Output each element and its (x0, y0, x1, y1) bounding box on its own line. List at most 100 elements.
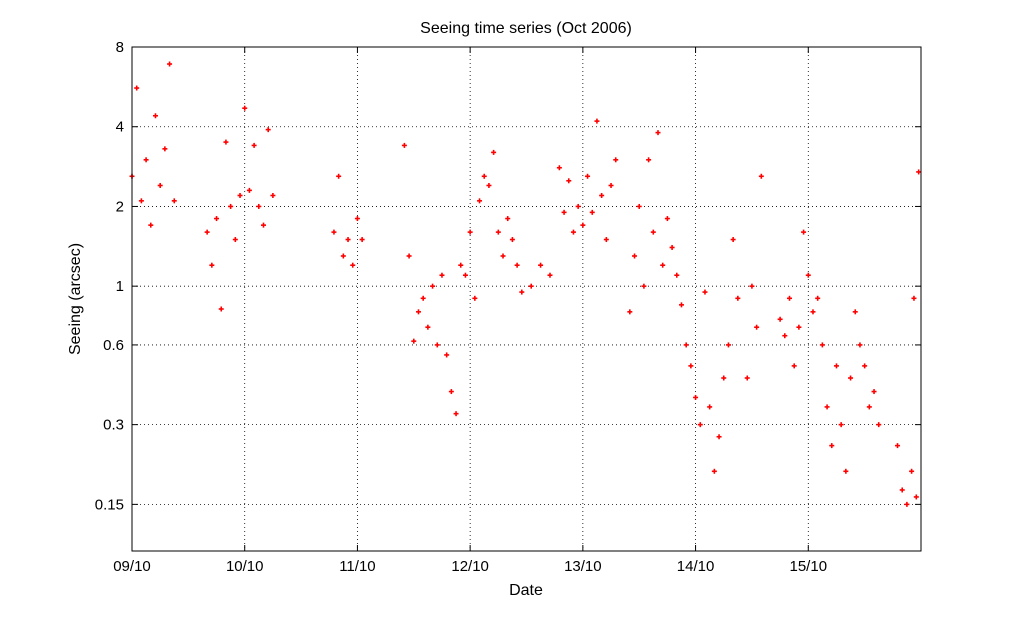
x-tick-label: 14/10 (677, 558, 715, 575)
data-point (214, 216, 220, 222)
data-point (683, 342, 689, 348)
data-point (152, 113, 158, 119)
data-point (242, 105, 248, 111)
data-point (862, 363, 868, 369)
y-tick-labels: 0.15 0.3 0.6 1 2 4 8 (95, 39, 124, 513)
y-axis-title: Seeing (arcsec) (67, 243, 84, 355)
y-tick-label: 1 (116, 278, 124, 295)
data-point (336, 173, 342, 179)
data-point (467, 229, 473, 235)
data-point (509, 237, 515, 243)
data-point (674, 272, 680, 278)
data-point (472, 295, 478, 301)
data-point (904, 501, 910, 507)
data-point (655, 130, 661, 136)
data-point (777, 316, 783, 322)
data-point (425, 324, 431, 330)
data-point (547, 272, 553, 278)
data-point (866, 404, 872, 410)
plot-frame (131, 46, 922, 552)
data-point (232, 237, 238, 243)
y-tick-label: 8 (116, 39, 124, 56)
data-point (218, 306, 224, 312)
data-point (730, 237, 736, 243)
data-point (481, 173, 487, 179)
data-point (439, 272, 445, 278)
data-point (345, 237, 351, 243)
data-point (678, 302, 684, 308)
data-point (876, 422, 882, 428)
data-point (744, 375, 750, 381)
data-point (505, 216, 511, 222)
data-point (157, 182, 163, 188)
data-point (171, 198, 177, 204)
data-point (359, 237, 365, 243)
data-point (805, 272, 811, 278)
data-point (608, 182, 614, 188)
data-point (167, 61, 173, 67)
data-point (716, 434, 722, 440)
data-point (228, 203, 234, 209)
data-point (735, 295, 741, 301)
data-point (782, 333, 788, 339)
data-point (448, 389, 454, 395)
data-point (758, 173, 764, 179)
data-point (641, 283, 647, 289)
data-point (819, 342, 825, 348)
data-point (909, 468, 915, 474)
data-point (843, 468, 849, 474)
data-point (148, 222, 154, 228)
data-point (632, 253, 638, 259)
data-point (660, 262, 666, 268)
data-point (265, 127, 271, 133)
data-point (711, 468, 717, 474)
data-point (848, 375, 854, 381)
data-point (575, 203, 581, 209)
data-point (270, 192, 276, 198)
data-point (838, 422, 844, 428)
data-point (406, 253, 412, 259)
gridlines (132, 47, 921, 551)
data-point (899, 487, 905, 493)
data-point (331, 229, 337, 235)
data-point (801, 229, 807, 235)
data-points (129, 61, 922, 507)
data-point (514, 262, 520, 268)
y-tick-label: 0.6 (103, 337, 124, 354)
data-point (453, 411, 459, 417)
data-point (415, 309, 421, 315)
data-point (354, 216, 360, 222)
axis-ticks (131, 46, 921, 551)
data-point (646, 157, 652, 163)
data-point (401, 142, 407, 148)
data-point (491, 149, 497, 155)
data-point (895, 443, 901, 449)
x-tick-labels: 09/10 10/10 11/10 12/10 13/10 14/10 15/10 (113, 558, 827, 575)
data-point (251, 142, 257, 148)
data-point (458, 262, 464, 268)
data-point (580, 222, 586, 228)
data-point (594, 118, 600, 124)
data-point (420, 295, 426, 301)
data-point (707, 404, 713, 410)
data-point (688, 363, 694, 369)
data-point (589, 209, 595, 215)
chart-title: Seeing time series (Oct 2006) (420, 20, 632, 37)
data-point (693, 394, 699, 400)
data-point (754, 324, 760, 330)
data-point (261, 222, 266, 228)
data-point (237, 192, 243, 198)
data-point (697, 422, 703, 428)
data-point (143, 157, 149, 163)
data-point (669, 244, 675, 250)
data-point (434, 342, 440, 348)
data-point (528, 283, 534, 289)
data-point (833, 363, 839, 369)
x-tick-label: 15/10 (790, 558, 828, 575)
data-point (815, 295, 821, 301)
x-tick-label: 11/10 (339, 558, 375, 575)
data-point (561, 209, 567, 215)
y-tick-label: 0.15 (95, 496, 124, 513)
data-point (725, 342, 731, 348)
